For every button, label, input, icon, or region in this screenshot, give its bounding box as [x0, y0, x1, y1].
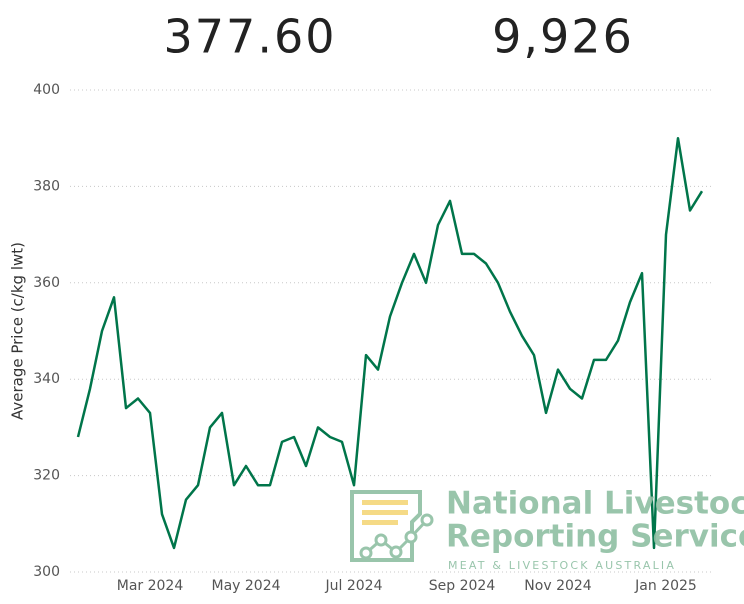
plot: 300 320 340 360 380 400 Mar 2024 May 2024 Jul 20…	[33, 82, 712, 594]
x-tick-label: Nov 2024	[524, 578, 591, 594]
y-axis-title: Average Price (c/kg lwt)	[9, 242, 27, 420]
logo-text: Reporting Service	[446, 519, 744, 555]
logo-text: National Livestock	[446, 486, 744, 522]
line-series	[76, 136, 704, 550]
logo: National Livestock Reporting Service MEA…	[350, 486, 744, 572]
y-tick-label: 380	[33, 178, 60, 194]
kpi-value: 9,926	[492, 10, 634, 64]
logo-icon	[389, 545, 403, 559]
x-tick-label: Mar 2024	[117, 578, 184, 594]
logo-icon	[362, 510, 408, 515]
x-tick-label: May 2024	[211, 578, 280, 594]
logo-icon	[420, 513, 434, 527]
y-tick-label: 320	[33, 468, 60, 484]
y-tick-label: 340	[33, 371, 60, 387]
y-tick-label: 300	[33, 564, 60, 580]
x-tick-label: Jan 2025	[634, 578, 697, 594]
logo-tagline: MEAT & LIVESTOCK AUSTRALIA	[448, 559, 676, 572]
logo-icon	[362, 500, 408, 505]
y-tick-label: 360	[33, 275, 60, 291]
logo-icon	[362, 520, 398, 525]
x-tick-label: Sep 2024	[429, 578, 496, 594]
kpi-value: 377.60	[164, 10, 337, 64]
logo-icon	[374, 533, 388, 547]
x-tick-label: Jul 2024	[325, 578, 383, 594]
y-tick-label: 400	[33, 82, 60, 98]
logo-icon	[359, 546, 373, 560]
logo-icon	[404, 530, 418, 544]
